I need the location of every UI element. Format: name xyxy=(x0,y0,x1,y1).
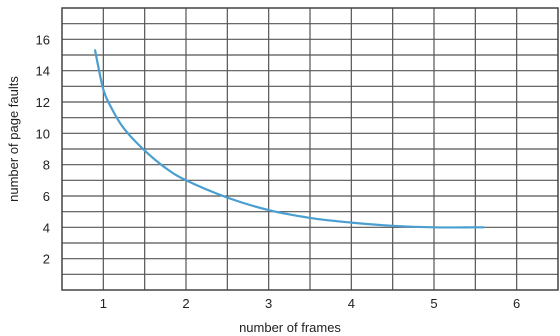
x-tick-label: 2 xyxy=(182,296,189,311)
y-tick-label: 2 xyxy=(43,252,50,267)
plot-area-border xyxy=(61,7,559,291)
y-tick-label: 4 xyxy=(43,220,50,235)
page-faults-curve xyxy=(94,49,485,229)
x-tick-label: 3 xyxy=(265,296,272,311)
y-tick-label: 10 xyxy=(36,126,50,141)
x-axis-label: number of frames xyxy=(239,320,341,335)
y-tick-labels: 2 4 6 8 10 12 14 16 xyxy=(36,32,50,266)
y-tick-label: 16 xyxy=(36,32,50,47)
x-tick-labels: 1 2 3 4 5 6 xyxy=(100,296,521,311)
x-tick-label: 1 xyxy=(100,296,107,311)
y-tick-label: 6 xyxy=(43,189,50,204)
y-axis-label: number of page faults xyxy=(6,76,21,202)
x-tick-label: 5 xyxy=(430,296,437,311)
y-tick-label: 8 xyxy=(43,158,50,173)
y-tick-label: 12 xyxy=(36,95,50,110)
series-group xyxy=(94,49,485,229)
x-tick-label: 6 xyxy=(513,296,520,311)
grid-lines xyxy=(62,8,558,290)
x-tick-label: 4 xyxy=(348,296,355,311)
y-tick-label: 14 xyxy=(36,64,50,79)
